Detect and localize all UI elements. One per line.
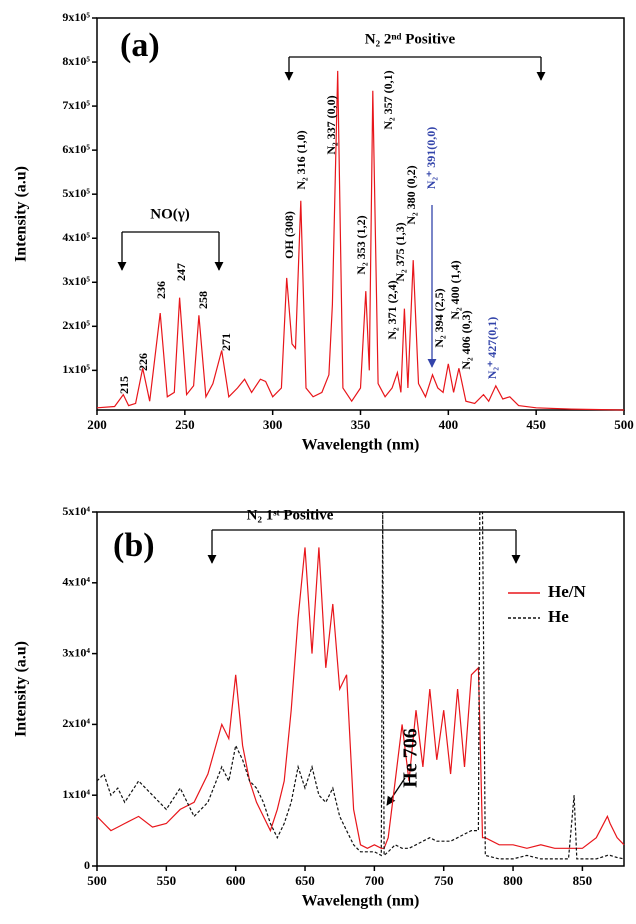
y-tick-label: 8x10⁵ xyxy=(62,54,90,68)
x-tick-label: 500 xyxy=(614,417,634,432)
x-axis-label: Wavelength (nm) xyxy=(302,893,420,910)
annotation: N₂ 357 (0,1) xyxy=(381,70,395,129)
annotation: N₂ 316 (1,0) xyxy=(294,130,308,189)
annotation: N₂ 394 (2,5) xyxy=(432,288,446,347)
x-tick-label: 750 xyxy=(434,873,454,888)
annotation: N₂ 337 (0,0) xyxy=(324,95,338,154)
y-tick-label: 1x10⁵ xyxy=(62,362,90,376)
x-tick-label: 400 xyxy=(439,417,459,432)
y-tick-label: 6x10⁵ xyxy=(62,142,90,156)
y-tick-label: 7x10⁵ xyxy=(62,98,90,112)
panel-label: (a) xyxy=(120,27,160,64)
y-tick-label: 5x10⁴ xyxy=(62,504,90,518)
annotation-arrow xyxy=(386,777,406,806)
x-tick-label: 600 xyxy=(226,873,246,888)
y-tick-label: 2x10⁵ xyxy=(62,318,90,332)
annotation: N₂⁺ 391(0,0) xyxy=(424,127,438,190)
x-tick-label: 200 xyxy=(87,417,107,432)
annotation: N₂ 371 (2,4) xyxy=(385,280,399,339)
annotation: N₂ 406 (0,3) xyxy=(459,310,473,369)
plot-frame xyxy=(96,511,625,867)
panel-label: (b) xyxy=(113,527,155,564)
annotation: N₂ 1ˢᵗ Positive xyxy=(247,507,334,523)
x-axis-label: Wavelength (nm) xyxy=(302,437,420,454)
annotation: NO(γ) xyxy=(150,206,190,222)
y-tick-label: 3x10⁵ xyxy=(62,274,90,288)
annotation: 215 xyxy=(117,376,131,394)
annotation: N₂⁺ 427(0,1) xyxy=(485,317,499,380)
annotation: 226 xyxy=(136,353,150,371)
annotation: 247 xyxy=(174,263,188,281)
spectrum-line xyxy=(96,547,625,849)
x-tick-label: 550 xyxy=(157,873,177,888)
annotation: N₂ 375 (1,3) xyxy=(393,222,407,281)
spectrum-line xyxy=(96,511,625,860)
y-tick-label: 3x10⁴ xyxy=(62,645,90,659)
annotation: N₂ 380 (0,2) xyxy=(404,165,418,224)
x-tick-label: 850 xyxy=(573,873,593,888)
y-axis-label: Intensity (a.u) xyxy=(13,641,30,737)
x-tick-label: 800 xyxy=(503,873,523,888)
annotation: 271 xyxy=(219,333,233,351)
legend-label: He xyxy=(548,607,569,626)
y-tick-label: 5x10⁵ xyxy=(62,186,90,200)
y-tick-label: 1x10⁴ xyxy=(62,787,90,801)
y-tick-label: 4x10⁵ xyxy=(62,230,90,244)
x-tick-label: 450 xyxy=(526,417,546,432)
annotation: 258 xyxy=(196,291,210,309)
y-axis-label: Intensity (a.u) xyxy=(13,166,30,262)
y-tick-label: 2x10⁴ xyxy=(62,716,90,730)
legend-label: He/N xyxy=(548,582,586,601)
annotation: N₂ 353 (1,2) xyxy=(354,215,368,274)
x-tick-label: 250 xyxy=(175,417,195,432)
annotation: 236 xyxy=(154,281,168,299)
x-tick-label: 300 xyxy=(263,417,283,432)
y-tick-label: 9x10⁵ xyxy=(62,10,90,24)
annotation: N₂ 400 (1,4) xyxy=(448,260,462,319)
x-tick-label: 650 xyxy=(295,873,315,888)
x-tick-label: 700 xyxy=(365,873,385,888)
x-tick-label: 350 xyxy=(351,417,371,432)
y-tick-label: 4x10⁴ xyxy=(62,575,90,589)
annotation: OH (308) xyxy=(282,211,296,259)
spectrum-line xyxy=(96,70,625,411)
annotation: N₂ 2ⁿᵈ Positive xyxy=(365,31,456,47)
x-tick-label: 500 xyxy=(87,873,107,888)
annotation: He 706 xyxy=(400,728,422,787)
y-tick-label: 0 xyxy=(84,858,90,872)
